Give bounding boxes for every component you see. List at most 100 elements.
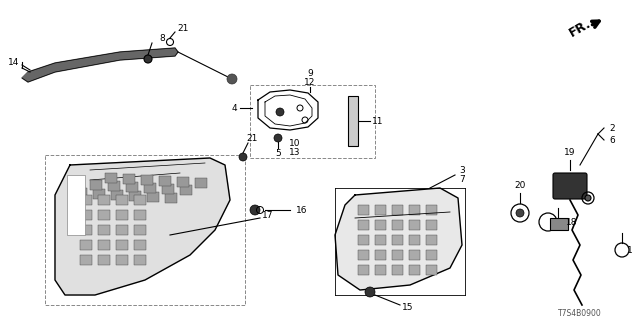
- Text: 10: 10: [289, 139, 301, 148]
- Bar: [392, 235, 403, 245]
- Bar: [409, 205, 420, 215]
- Bar: [358, 235, 369, 245]
- Bar: [392, 205, 403, 215]
- Circle shape: [144, 55, 152, 63]
- Bar: [409, 220, 420, 230]
- Bar: [134, 210, 146, 220]
- Circle shape: [227, 74, 237, 84]
- Text: 3: 3: [459, 165, 465, 174]
- Bar: [426, 220, 437, 230]
- Bar: [375, 235, 386, 245]
- Bar: [426, 205, 437, 215]
- Text: 21: 21: [246, 133, 258, 142]
- Bar: [250, 85, 375, 158]
- Bar: [116, 240, 128, 250]
- Bar: [162, 184, 174, 194]
- Bar: [147, 192, 159, 202]
- Bar: [375, 265, 386, 275]
- Text: 13: 13: [289, 148, 301, 156]
- Bar: [116, 210, 128, 220]
- Bar: [426, 235, 437, 245]
- Bar: [375, 250, 386, 260]
- Bar: [123, 174, 135, 184]
- Text: 9: 9: [307, 68, 313, 77]
- Bar: [98, 195, 110, 205]
- Bar: [80, 255, 92, 265]
- Bar: [111, 190, 123, 200]
- Bar: [80, 210, 92, 220]
- Bar: [358, 250, 369, 260]
- Bar: [134, 240, 146, 250]
- Bar: [98, 210, 110, 220]
- Text: 15: 15: [403, 303, 413, 313]
- Text: 20: 20: [515, 180, 525, 189]
- Bar: [375, 220, 386, 230]
- Bar: [141, 175, 153, 185]
- Bar: [348, 96, 358, 146]
- FancyBboxPatch shape: [553, 173, 587, 199]
- Bar: [134, 255, 146, 265]
- Bar: [358, 265, 369, 275]
- Text: 17: 17: [262, 211, 274, 220]
- Bar: [392, 220, 403, 230]
- Circle shape: [516, 209, 524, 217]
- Bar: [98, 255, 110, 265]
- Bar: [159, 176, 171, 186]
- Bar: [126, 182, 138, 192]
- Text: 19: 19: [564, 148, 576, 156]
- Text: FR.: FR.: [567, 17, 593, 39]
- Circle shape: [274, 134, 282, 142]
- Bar: [105, 173, 117, 183]
- Bar: [80, 195, 92, 205]
- Bar: [134, 225, 146, 235]
- Bar: [358, 205, 369, 215]
- Text: 1: 1: [627, 245, 633, 254]
- Polygon shape: [55, 158, 230, 295]
- Text: 18: 18: [566, 218, 578, 227]
- Bar: [116, 225, 128, 235]
- Bar: [116, 255, 128, 265]
- Text: 4: 4: [231, 103, 237, 113]
- Bar: [90, 180, 102, 190]
- Bar: [98, 225, 110, 235]
- Bar: [409, 250, 420, 260]
- Circle shape: [250, 205, 260, 215]
- Text: 12: 12: [304, 77, 316, 86]
- Bar: [98, 240, 110, 250]
- Bar: [409, 235, 420, 245]
- Text: 8: 8: [159, 34, 165, 43]
- Bar: [177, 177, 189, 187]
- Bar: [426, 250, 437, 260]
- Bar: [375, 205, 386, 215]
- Bar: [80, 225, 92, 235]
- Text: 5: 5: [275, 148, 281, 157]
- Bar: [358, 220, 369, 230]
- Bar: [409, 265, 420, 275]
- Bar: [134, 195, 146, 205]
- Bar: [67, 175, 85, 235]
- Bar: [165, 193, 177, 203]
- Text: 11: 11: [372, 116, 384, 125]
- Text: 21: 21: [177, 23, 189, 33]
- Bar: [195, 178, 207, 188]
- Bar: [144, 183, 156, 193]
- Text: T7S4B0900: T7S4B0900: [558, 308, 602, 317]
- Bar: [426, 265, 437, 275]
- Polygon shape: [335, 188, 462, 290]
- Bar: [392, 250, 403, 260]
- Bar: [116, 195, 128, 205]
- Circle shape: [365, 287, 375, 297]
- Text: 14: 14: [8, 58, 20, 67]
- Bar: [108, 181, 120, 191]
- Bar: [80, 240, 92, 250]
- Polygon shape: [22, 48, 178, 82]
- Bar: [75, 188, 87, 198]
- Circle shape: [585, 195, 591, 201]
- Bar: [45, 155, 245, 305]
- Text: 6: 6: [609, 135, 615, 145]
- Text: 7: 7: [459, 174, 465, 183]
- Bar: [129, 191, 141, 201]
- Bar: [392, 265, 403, 275]
- Circle shape: [239, 153, 247, 161]
- Bar: [93, 189, 105, 199]
